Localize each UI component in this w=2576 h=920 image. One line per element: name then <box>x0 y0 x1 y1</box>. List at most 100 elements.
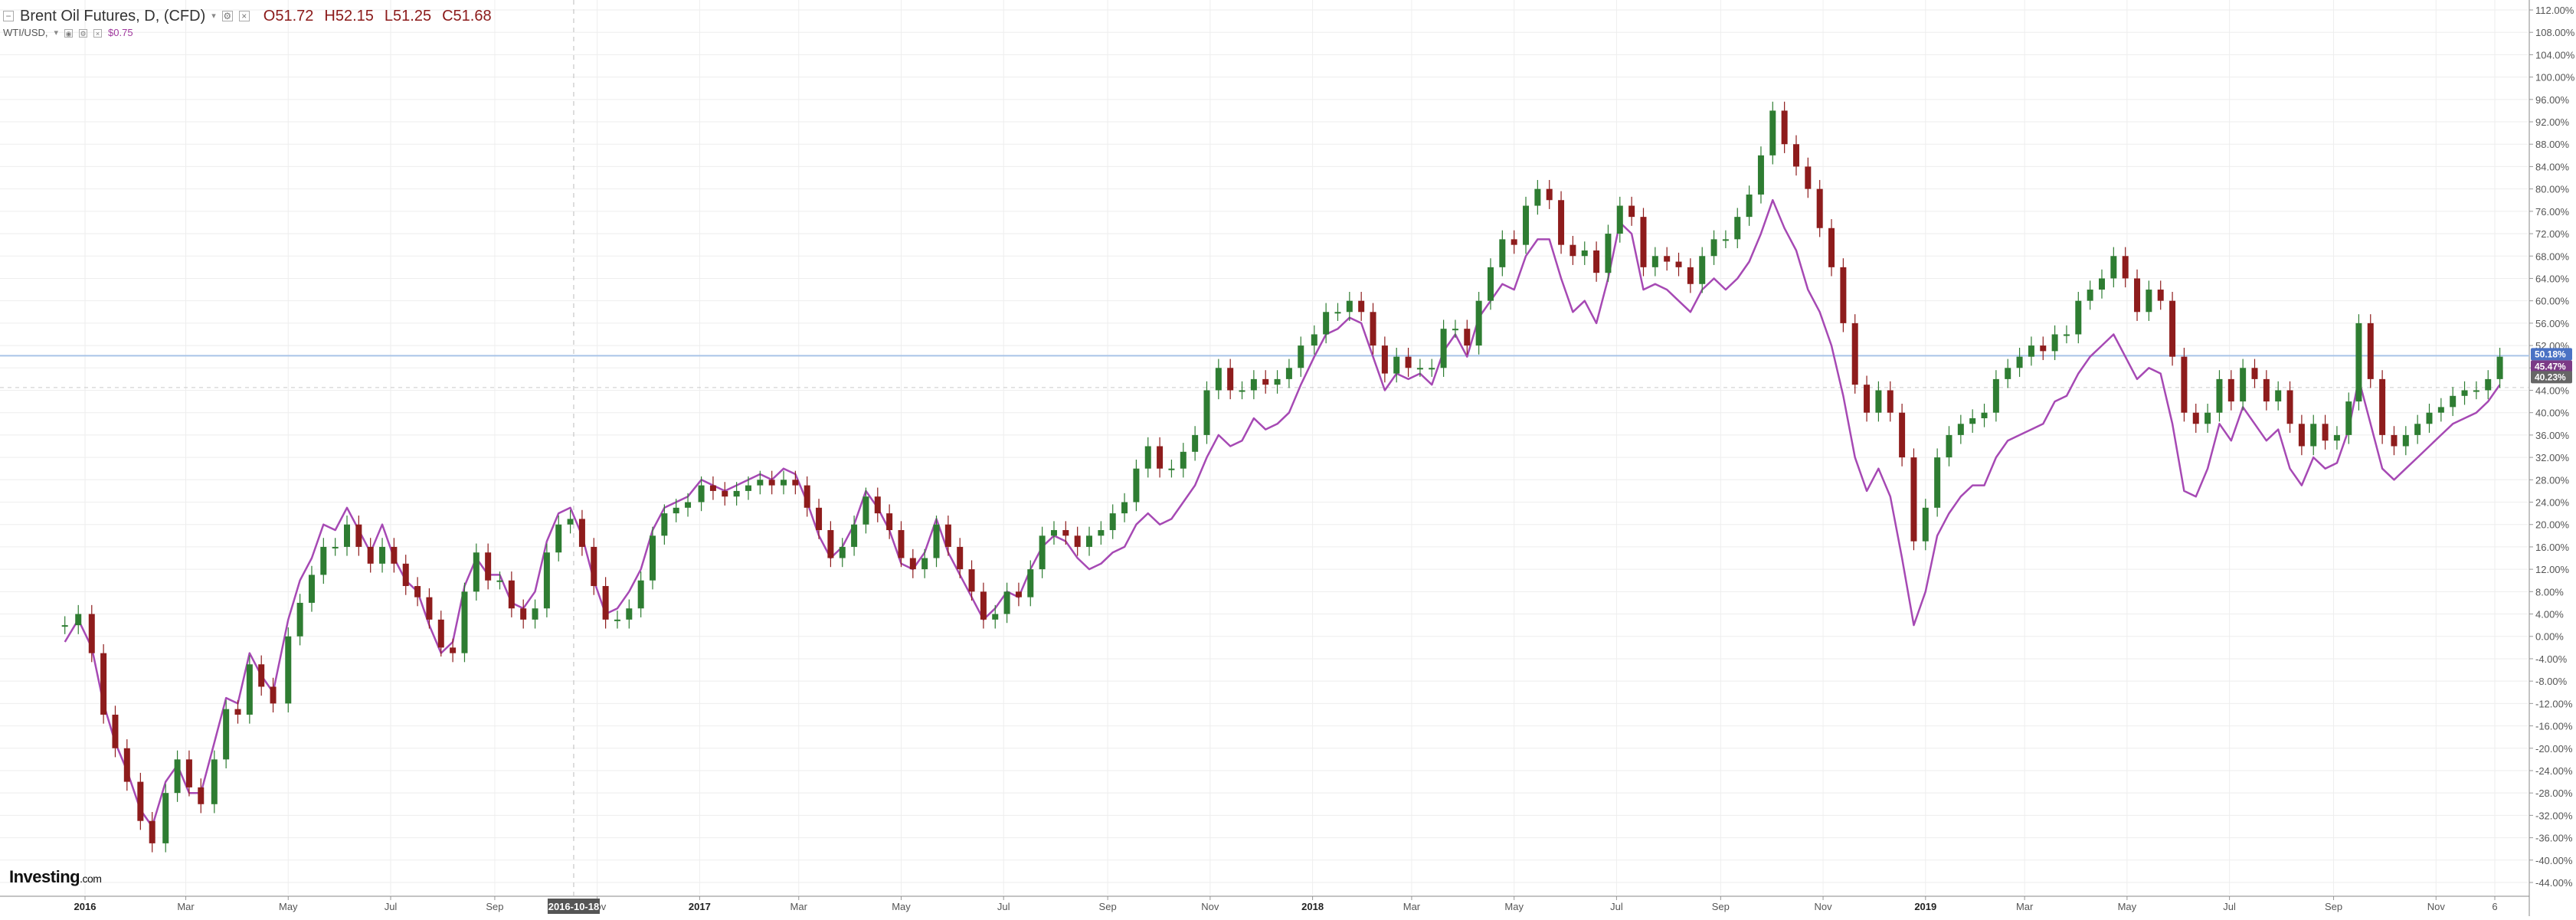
candle-body <box>2333 434 2340 441</box>
y-tick-label: -20.00% <box>2535 743 2573 755</box>
candle-body <box>1086 535 1093 547</box>
candle-body <box>1687 267 1694 284</box>
y-tick-label: -24.00% <box>2535 765 2573 777</box>
candle-body <box>2263 378 2270 402</box>
candle-body <box>851 524 858 547</box>
chart-legend: − Brent Oil Futures, D, (CFD) ▾ ⚙ × O51.… <box>3 6 492 40</box>
candle-body <box>162 793 169 843</box>
candle-body <box>698 485 705 503</box>
candle-body <box>1250 378 1257 391</box>
legend-symbol[interactable]: Brent Oil Futures, D, (CFD) <box>20 8 206 25</box>
close-icon[interactable]: × <box>93 28 103 38</box>
candle-body <box>485 552 492 581</box>
x-tick-label: 2017 <box>689 901 711 912</box>
candle-body <box>921 558 928 570</box>
candle-body <box>1616 205 1623 234</box>
candle-body <box>555 524 562 553</box>
candle-body <box>1203 390 1210 435</box>
y-tick-label: 4.00% <box>2535 609 2564 620</box>
collapse-legend-icon[interactable]: − <box>3 11 14 21</box>
candle-body <box>2169 300 2176 357</box>
candle-body <box>185 759 192 787</box>
candle-body <box>1098 530 1105 536</box>
candle-body <box>1346 300 1353 313</box>
candle-body <box>437 619 444 648</box>
candle-body <box>223 709 230 760</box>
candle-body <box>1840 267 1847 323</box>
candle-body <box>2355 322 2362 402</box>
candle-body <box>61 625 68 627</box>
y-tick-label: 24.00% <box>2535 497 2570 509</box>
candle-body <box>426 597 433 620</box>
compare-symbol[interactable]: WTI/USD, <box>3 27 48 38</box>
candle-body <box>602 586 609 620</box>
candle-body <box>768 480 775 486</box>
ohlc-values: O51.72 H52.15 L51.25 C51.68 <box>263 6 492 26</box>
candle-body <box>1699 256 1706 284</box>
candle-body <box>874 496 881 514</box>
settings-icon[interactable]: ⚙ <box>221 11 233 21</box>
candle-body <box>88 614 95 653</box>
candle-body <box>1792 144 1799 167</box>
candle-body <box>296 602 303 637</box>
candle-body <box>1957 424 1964 435</box>
settings-icon[interactable]: ⚙ <box>79 28 88 38</box>
candle-body <box>781 480 787 486</box>
candle-body <box>1899 412 1906 458</box>
candle-body <box>2461 390 2468 396</box>
candle-body <box>75 614 82 626</box>
candle-body <box>1569 244 1576 257</box>
candle-body <box>1416 368 1423 370</box>
low-value: L51.25 <box>384 8 432 25</box>
y-tick-label: -12.00% <box>2535 698 2573 709</box>
candle-body <box>285 636 292 704</box>
candle-body <box>2286 390 2293 424</box>
y-tick-label: -28.00% <box>2535 787 2573 799</box>
open-value: O51.72 <box>263 8 314 25</box>
candle-body <box>1734 217 1741 240</box>
candle-body <box>1523 205 1530 245</box>
candle-body <box>246 664 253 715</box>
candle-body <box>2310 424 2317 447</box>
crosshair-date-label: 2016-10-18 <box>548 901 600 912</box>
candle-body <box>402 563 409 587</box>
x-tick-label: Nov <box>1201 901 1219 912</box>
candle-body <box>1405 356 1412 368</box>
candle-body <box>886 513 893 531</box>
close-icon[interactable]: × <box>238 11 250 21</box>
candle-body <box>1429 368 1435 370</box>
x-tick-label: Jul <box>997 901 1010 912</box>
high-value: H52.15 <box>324 8 374 25</box>
candle-body <box>2192 412 2199 424</box>
candle-body <box>1487 267 1494 301</box>
candle-body <box>2040 345 2047 352</box>
chevron-down-icon[interactable]: ▾ <box>211 11 216 21</box>
x-tick-label: 2018 <box>1301 901 1324 912</box>
candle-body <box>2450 395 2457 408</box>
candle-body <box>1640 217 1647 267</box>
candle-body <box>198 787 205 804</box>
eye-icon[interactable]: ◉ <box>64 28 74 38</box>
candle-body <box>2122 256 2129 279</box>
candle-body <box>2426 412 2433 424</box>
candle-body <box>1981 412 1988 418</box>
candle-body <box>496 580 503 582</box>
candle-body <box>2098 278 2105 290</box>
x-tick-label: Mar <box>1403 901 1421 912</box>
y-tick-label: -44.00% <box>2535 877 2573 889</box>
price-tag <box>2531 371 2572 384</box>
y-tick-label: 108.00% <box>2535 27 2575 38</box>
y-tick-label: 76.00% <box>2535 206 2570 218</box>
candle-body <box>1192 434 1199 452</box>
chevron-down-icon[interactable]: ▾ <box>54 28 59 38</box>
x-tick-label: Sep <box>2325 901 2342 912</box>
candle-body <box>1546 188 1553 201</box>
x-tick-label: Nov <box>1815 901 1833 912</box>
candle-body <box>968 569 975 592</box>
x-tick-label: 2019 <box>1914 901 1936 912</box>
price-tag <box>2531 348 2572 361</box>
candle-body <box>1358 300 1365 313</box>
